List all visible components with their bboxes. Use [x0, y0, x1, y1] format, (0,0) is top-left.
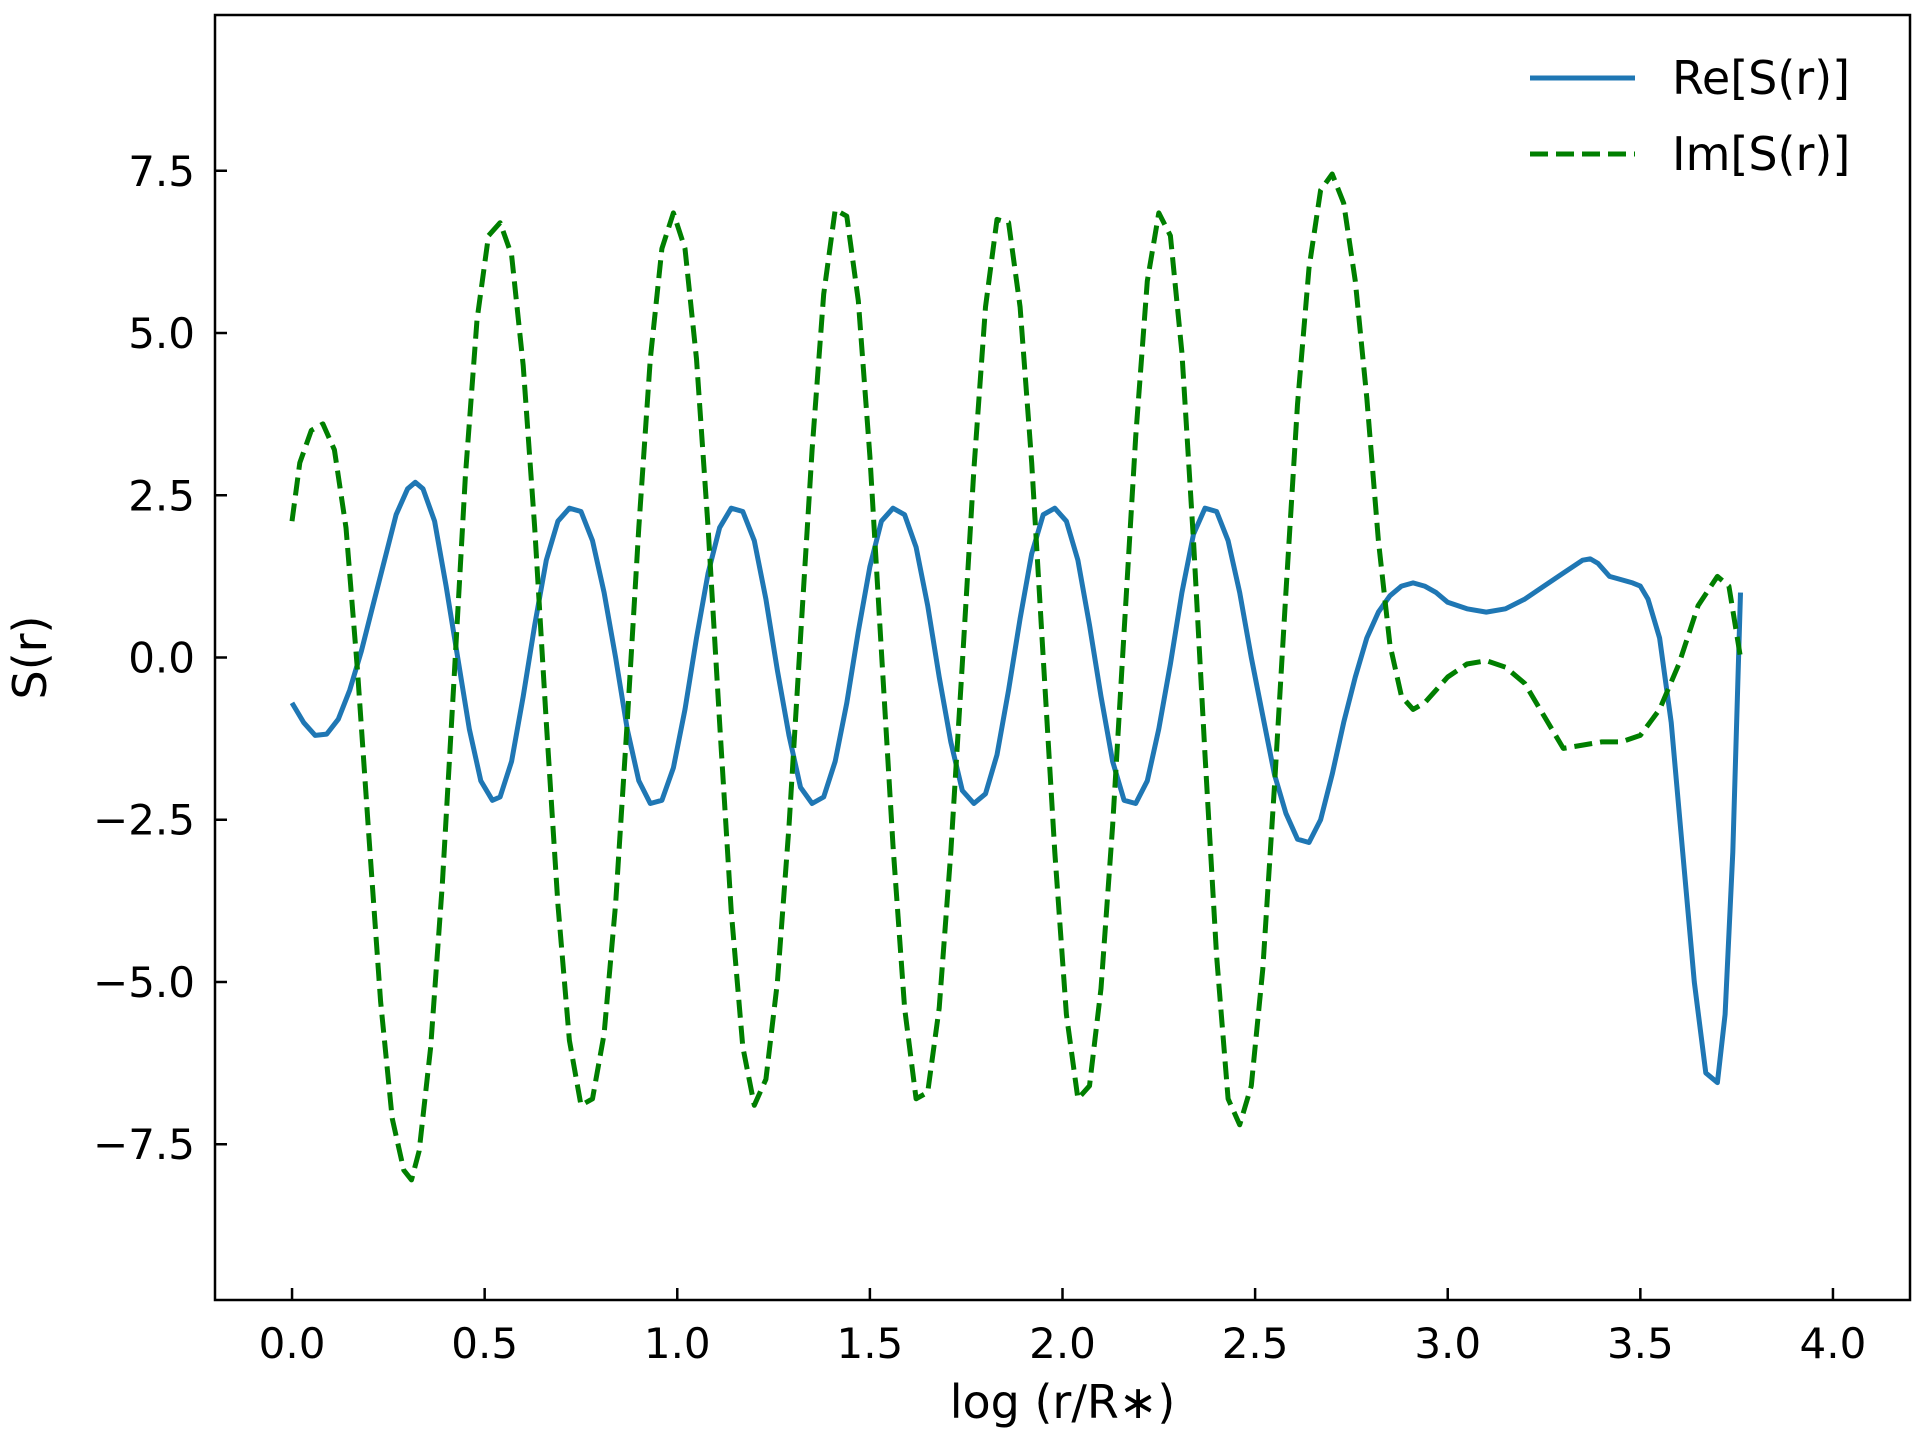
x-axis-label: log (r/R∗): [950, 1375, 1176, 1429]
legend: Re[S(r)] Im[S(r)]: [1530, 51, 1850, 181]
x-tick-label: 4.0: [1800, 1319, 1867, 1368]
x-tick-label: 1.5: [836, 1319, 903, 1368]
y-tick-label: 7.5: [128, 147, 195, 196]
im-series-line: [289, 171, 1743, 1183]
x-tick-label: 2.5: [1222, 1319, 1289, 1368]
y-tick-label: −7.5: [93, 1120, 195, 1169]
y-tick-label: 5.0: [128, 309, 195, 358]
x-tick-label: 2.0: [1029, 1319, 1096, 1368]
x-tick-label: 0.5: [451, 1319, 518, 1368]
plot-frame: [213, 13, 1912, 1302]
legend-label: Re[S(r)]: [1672, 51, 1850, 105]
y-tick-label: 0.0: [128, 634, 195, 683]
x-tick-label: 1.0: [644, 1319, 711, 1368]
x-tick-label: 0.0: [259, 1319, 326, 1368]
y-tick-label: 2.5: [128, 471, 195, 520]
x-tick-label: 3.5: [1607, 1319, 1674, 1368]
re-series-line: [289, 479, 1743, 1086]
y-tick-label: −5.0: [93, 958, 195, 1007]
legend-label: Im[S(r)]: [1672, 127, 1850, 181]
y-tick-label: −2.5: [93, 796, 195, 845]
x-tick-label: 3.0: [1414, 1319, 1481, 1368]
y-axis-label: S(r): [3, 615, 57, 699]
